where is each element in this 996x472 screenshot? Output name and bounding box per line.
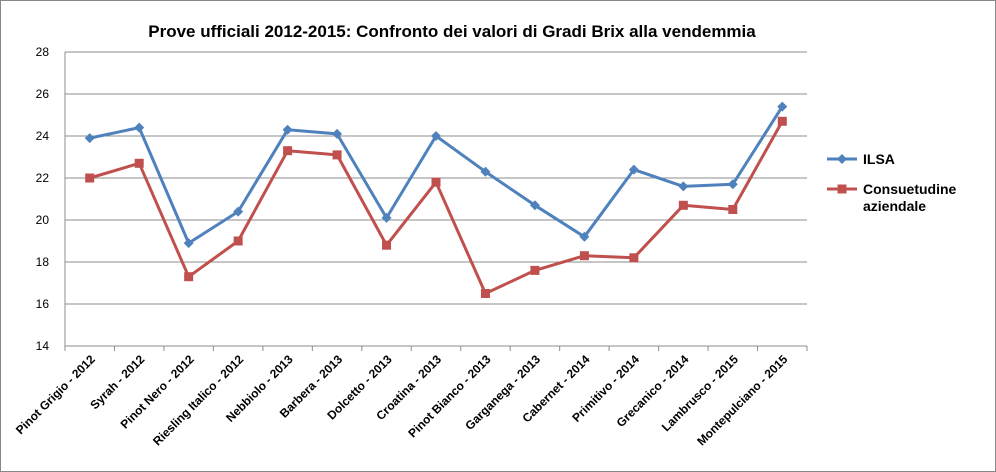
data-point <box>184 272 194 282</box>
data-point <box>282 124 293 135</box>
data-point <box>628 164 639 175</box>
y-tick-label: 14 <box>36 339 50 353</box>
data-point <box>431 177 441 187</box>
y-axis-tick-labels: 14 16 18 20 22 24 26 28 <box>36 45 50 353</box>
data-point <box>431 131 441 141</box>
series-ilsa <box>84 101 788 249</box>
y-tick-label: 22 <box>36 171 50 185</box>
data-point <box>85 173 95 183</box>
data-point <box>84 133 95 144</box>
series-consuetudine <box>85 116 787 298</box>
data-point <box>777 101 788 112</box>
data-point <box>529 200 540 211</box>
legend-label: aziendale <box>863 198 926 214</box>
legend-label: ILSA <box>863 151 895 167</box>
data-point <box>777 116 787 126</box>
legend-marker <box>837 154 847 164</box>
data-point <box>183 238 194 249</box>
chart-title: Prove ufficiali 2012-2015: Confronto dei… <box>148 22 756 41</box>
y-tick-label: 20 <box>36 213 50 227</box>
data-point <box>728 205 738 214</box>
y-tick-label: 18 <box>36 255 50 269</box>
data-point <box>480 166 491 177</box>
data-point <box>233 236 243 246</box>
data-point <box>480 289 490 298</box>
data-point <box>332 150 342 160</box>
data-point <box>678 181 689 192</box>
data-point <box>233 206 244 217</box>
data-point <box>134 122 145 133</box>
data-point <box>727 179 738 190</box>
legend-label: Consuetudine <box>863 181 957 197</box>
data-point <box>382 240 392 250</box>
y-tick-label: 28 <box>36 45 50 59</box>
legend-marker <box>837 184 847 194</box>
y-tick-label: 26 <box>36 87 50 101</box>
data-point <box>381 212 392 223</box>
data-point <box>629 253 639 263</box>
y-tick-label: 24 <box>36 129 50 143</box>
y-tick-label: 16 <box>36 297 50 311</box>
data-point <box>678 200 688 210</box>
data-point <box>579 251 589 261</box>
series-lines <box>84 101 788 298</box>
data-point <box>134 158 144 168</box>
data-point <box>530 265 540 275</box>
data-point <box>579 231 590 242</box>
data-point <box>283 146 293 156</box>
data-point <box>332 128 343 139</box>
